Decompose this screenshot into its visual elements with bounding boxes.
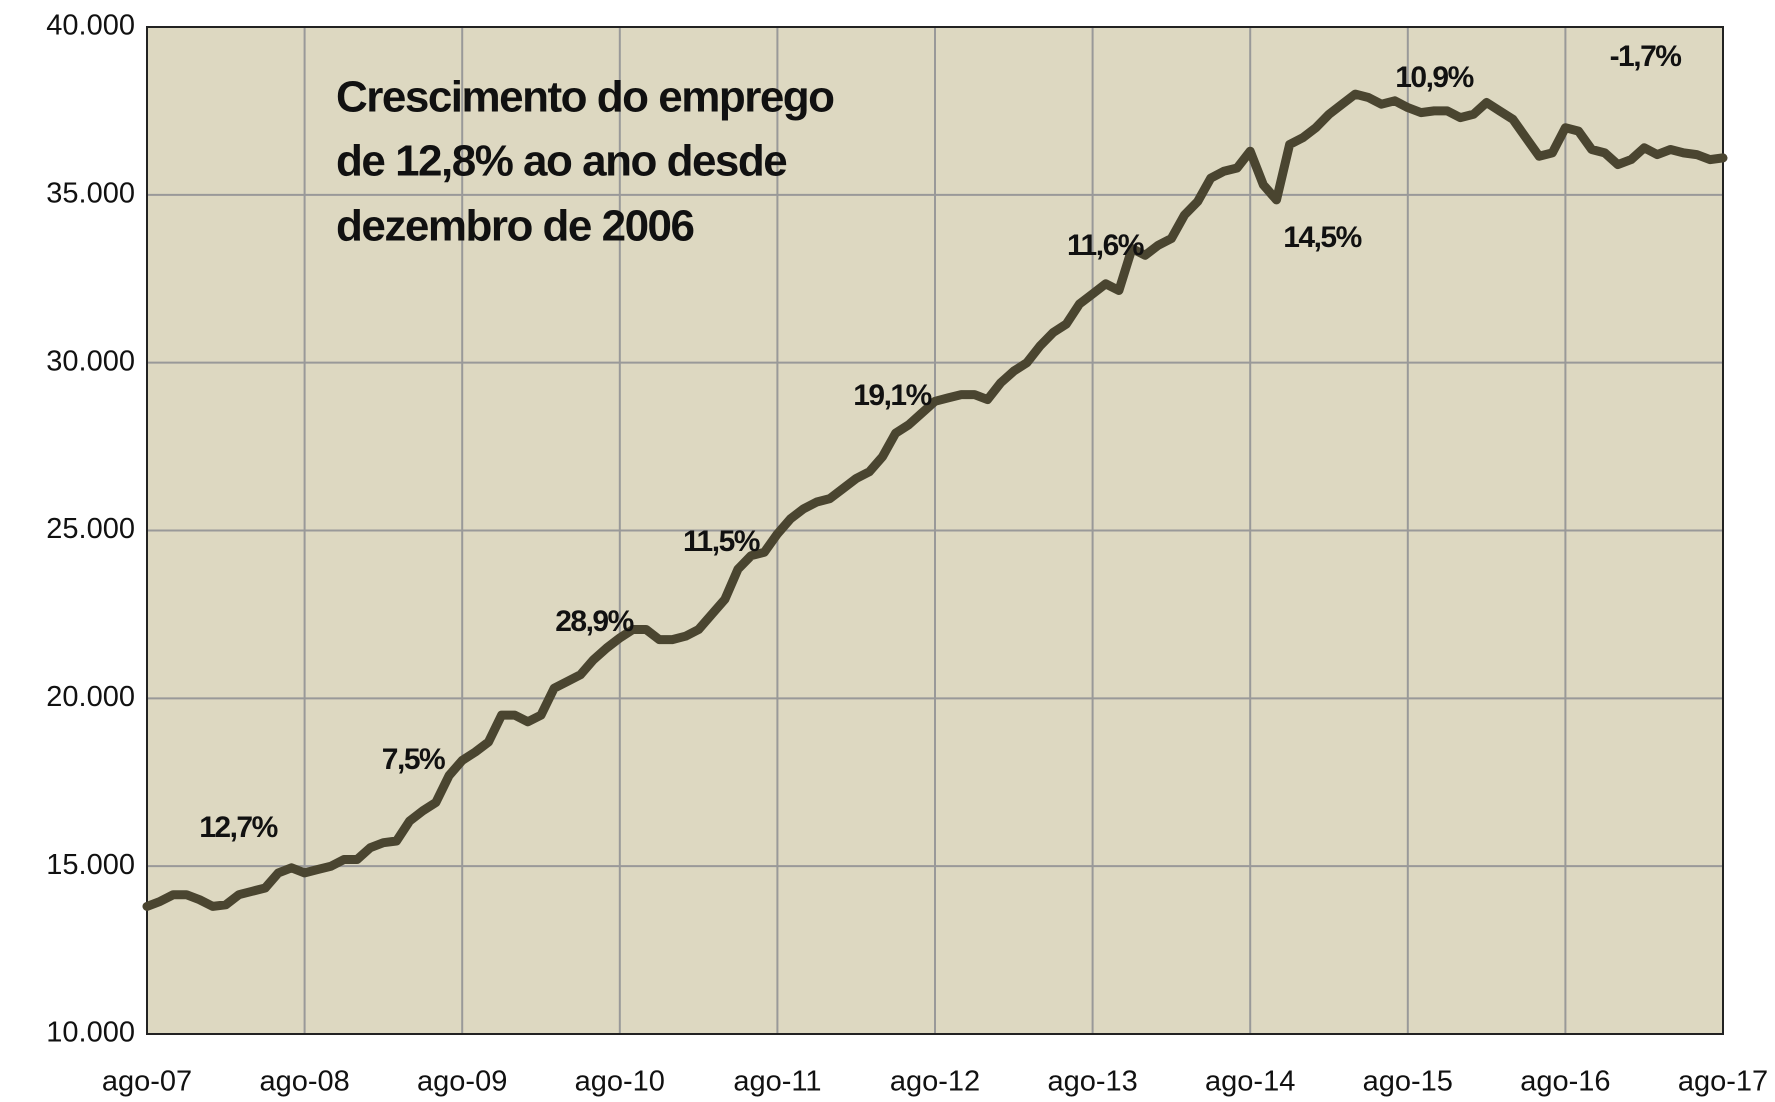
x-tick-label: ago-07 [102,1066,192,1098]
annotation: 14,5% [1283,221,1361,254]
annotation: 11,6% [1067,229,1144,262]
y-tick-label: 40.000 [46,10,135,42]
y-tick-label: 20.000 [46,681,135,713]
x-tick-label: ago-11 [733,1066,821,1098]
x-tick-label: ago-15 [1363,1066,1453,1098]
chart-title: Crescimento do emprego [336,73,834,122]
annotation: 10,9% [1395,61,1473,94]
y-tick-label: 25.000 [46,513,135,545]
x-tick-label: ago-14 [1205,1066,1295,1098]
y-tick-label: 30.000 [46,345,135,377]
annotation: 7,5% [382,743,445,776]
y-tick-label: 35.000 [46,177,135,209]
chart-title: de 12,8% ao ano desde [336,137,786,186]
x-tick-label: ago-12 [890,1066,980,1098]
annotation: 19,1% [853,379,931,412]
annotation: 28,9% [555,605,633,638]
data-line [142,89,1728,911]
x-tick-label: ago-13 [1047,1066,1137,1098]
x-tick-label: ago-09 [417,1066,507,1098]
x-tick-label: ago-10 [575,1066,665,1098]
x-tick-label: ago-17 [1678,1066,1768,1098]
x-tick-label: ago-16 [1520,1066,1610,1098]
y-tick-label: 15.000 [46,849,135,881]
chart-title: dezembro de 2006 [336,202,694,251]
annotation: -1,7% [1610,40,1682,73]
annotation: 11,5% [683,525,760,558]
x-tick-label: ago-08 [259,1066,349,1098]
y-tick-label: 10.000 [46,1017,135,1049]
plot-border [146,26,1724,1035]
annotation: 12,7% [199,811,277,844]
